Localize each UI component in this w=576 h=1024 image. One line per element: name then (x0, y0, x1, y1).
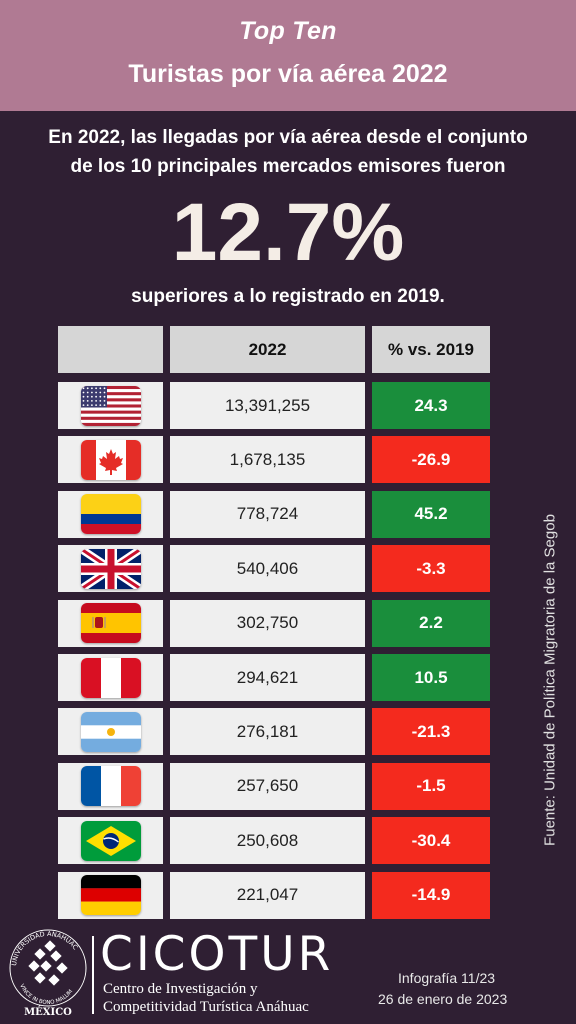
uk-flag-icon (80, 548, 141, 589)
logo-country-text: MÉXICO (24, 1006, 72, 1018)
usa-flag-icon (80, 385, 141, 426)
highlight-subtitle: superiores a lo registrado en 2019. (131, 286, 445, 307)
table-row-pct: -14.9 (372, 871, 490, 919)
brand-subtitle-2: Competitividad Turística Anáhuac (103, 999, 309, 1015)
brazil-flag-icon (80, 820, 141, 861)
table-row-value: 302,750 (170, 599, 365, 647)
table-row-flag (58, 871, 163, 919)
intro-line-2: de los 10 principales mercados emisores … (70, 156, 506, 177)
infographic-number: Infografía 11/23 (398, 970, 496, 986)
table-row-flag (58, 382, 163, 429)
table-row-value: 778,724 (170, 490, 365, 538)
intro-text: En 2022, las llegadas por vía aérea desd… (20, 123, 556, 181)
header-kicker: Top Ten (239, 17, 337, 45)
table-row-flag (58, 436, 163, 484)
anahuac-logo-icon: UNIVERSIDAD ANÁHUAC VINCE IN BONO MALUM … (9, 929, 87, 1018)
peru-flag-icon (80, 657, 141, 698)
table-row-value: 276,181 (170, 708, 365, 756)
table-row-value: 1,678,135 (170, 436, 365, 484)
svg-text:VINCE IN BONO MALUM: VINCE IN BONO MALUM (18, 983, 74, 1006)
table-row-flag (58, 490, 163, 538)
table-row-pct: -30.4 (372, 817, 490, 865)
spain-flag-icon (80, 603, 141, 644)
table-row-flag (58, 817, 163, 865)
intro-line-1: En 2022, las llegadas por vía aérea desd… (48, 127, 528, 148)
table-row-flag (58, 708, 163, 756)
argentina-flag-icon (80, 711, 141, 752)
france-flag-icon (80, 766, 141, 807)
table-row-pct: 10.5 (372, 654, 490, 701)
table-row-flag (58, 762, 163, 810)
germany-flag-icon (80, 875, 141, 916)
table-row-value: 13,391,255 (170, 382, 365, 429)
table-row-value: 294,621 (170, 654, 365, 701)
table-row-pct: 24.3 (372, 382, 490, 429)
table-row-value: 540,406 (170, 545, 365, 593)
table-row-pct: -3.3 (372, 545, 490, 593)
table-row-pct: -1.5 (372, 762, 490, 810)
source-note: Fuente: Unidad de Política Migratoria de… (541, 514, 559, 846)
colombia-flag-icon (80, 494, 141, 535)
table-row-flag (58, 654, 163, 701)
table-header-flag (58, 326, 163, 373)
table-row-flag (58, 599, 163, 647)
table-row-pct: -21.3 (372, 708, 490, 756)
table-row-pct: -26.9 (372, 436, 490, 484)
table-header-year: 2022 (170, 326, 365, 373)
page-title: Turistas por vía aérea 2022 (128, 60, 448, 88)
highlight-percent: 12.7% (171, 187, 405, 278)
table-row-pct: 2.2 (372, 599, 490, 647)
table-row-value: 250,608 (170, 817, 365, 865)
table-row-pct: 45.2 (372, 490, 490, 538)
brand-subtitle-1: Centro de Investigación y (103, 981, 258, 997)
table-row-flag (58, 545, 163, 593)
cicotur-brand: CICOTUR (100, 927, 334, 982)
footer-divider (92, 936, 94, 1014)
table-header-pct: % vs. 2019 (372, 326, 490, 373)
table-row-value: 257,650 (170, 762, 365, 810)
logo-arc-text: UNIVERSIDAD ANÁHUAC (10, 930, 80, 966)
canada-flag-icon (80, 439, 141, 480)
table-row-value: 221,047 (170, 871, 365, 919)
header-banner: Top Ten Turistas por vía aérea 2022 (0, 0, 576, 111)
infographic-date: 26 de enero de 2023 (378, 991, 508, 1007)
